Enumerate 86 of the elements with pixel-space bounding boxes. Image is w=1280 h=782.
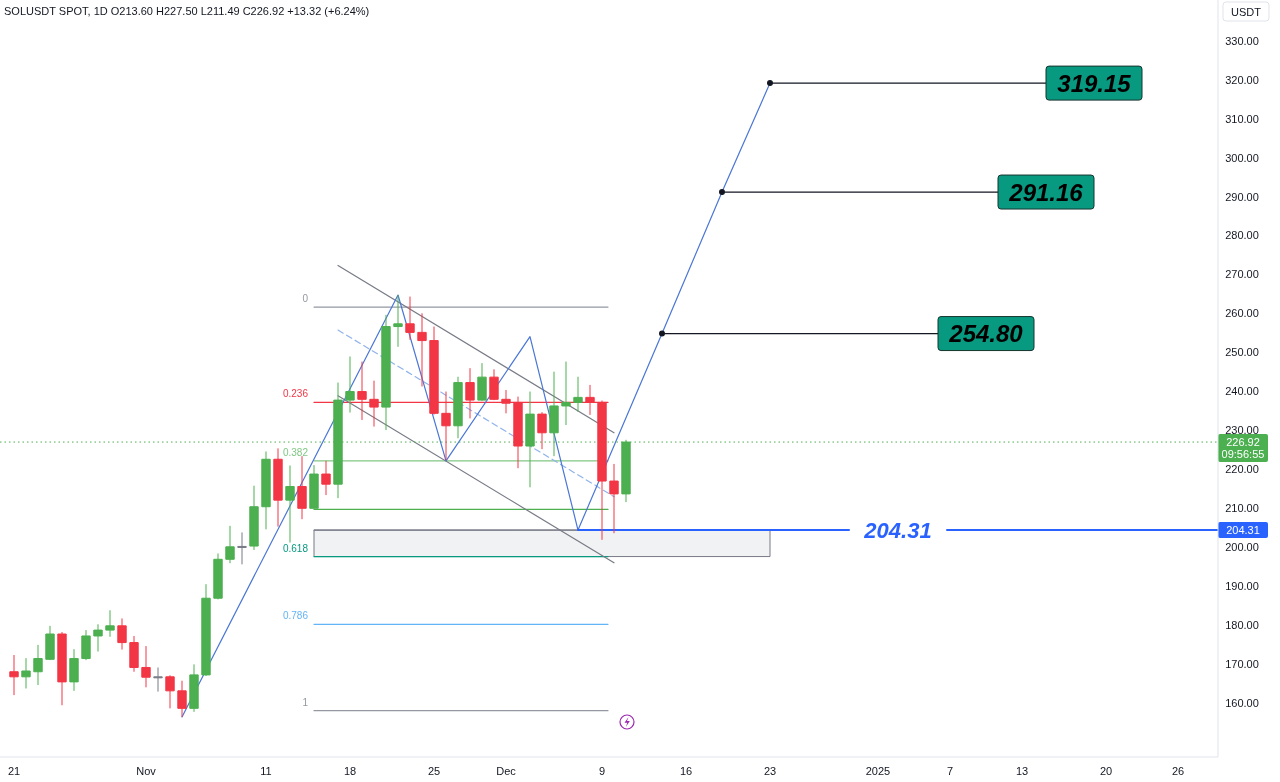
candlestick	[285, 464, 295, 544]
candlestick	[177, 680, 187, 718]
candlestick	[189, 663, 199, 713]
y-tick-label: 320.00	[1225, 73, 1259, 86]
x-tick-label: 7	[946, 765, 954, 777]
y-tick-label: 190.00	[1225, 579, 1259, 592]
candlestick	[57, 631, 67, 706]
candlestick	[213, 552, 223, 600]
candlestick	[45, 625, 55, 661]
series-label: 204.31	[863, 517, 932, 543]
candlestick	[489, 368, 499, 401]
ref-line-label: 226.92	[1226, 436, 1260, 449]
candlestick	[9, 654, 19, 696]
y-axis-title: USDT	[1231, 5, 1262, 18]
candlestick	[105, 609, 115, 638]
y-tick-label: 220.00	[1225, 462, 1259, 475]
data-label: 254.80	[948, 320, 1024, 348]
candlestick	[537, 411, 547, 450]
y-tick-label: 210.00	[1225, 501, 1259, 514]
candlestick	[153, 666, 163, 693]
x-tick-label: 13	[1015, 765, 1029, 777]
y-tick-label: 170.00	[1225, 657, 1259, 670]
x-tick-label: 18	[343, 765, 357, 777]
x-tick-label: 16	[679, 765, 693, 777]
x-tick-label: 9	[598, 765, 606, 777]
candlestick	[141, 645, 151, 688]
candlestick	[261, 450, 271, 530]
candlestick	[201, 583, 211, 677]
series-label: 0.618	[282, 542, 309, 554]
candlestick	[21, 657, 31, 689]
series-label: 1	[302, 696, 309, 708]
candlestick	[237, 531, 247, 565]
candlestick	[561, 361, 571, 426]
candlestick	[573, 376, 583, 413]
candlestick	[225, 525, 235, 564]
x-tick-label: 2025	[865, 765, 891, 777]
candlestick	[117, 617, 127, 651]
candlestick	[249, 485, 259, 551]
y-tick-label: 260.00	[1225, 307, 1259, 320]
y-tick-label: 160.00	[1225, 696, 1259, 709]
candlestick	[477, 362, 487, 402]
candlestick	[609, 463, 619, 534]
x-tick-label: 25	[427, 765, 441, 777]
x-tick-label: Dec	[496, 765, 517, 777]
series-label: 0.236	[282, 388, 309, 400]
candlestick	[321, 460, 331, 496]
candlestick	[81, 629, 91, 661]
y-tick-label: 300.00	[1225, 151, 1259, 164]
candlestick	[345, 356, 355, 414]
y-tick-label: 230.00	[1225, 424, 1259, 437]
text: 09:56:55	[1221, 448, 1265, 461]
series-label: 0.786	[282, 610, 309, 622]
candlestick	[273, 447, 283, 528]
candlestick	[33, 644, 43, 686]
candlestick	[405, 296, 415, 341]
y-tick-label: 290.00	[1225, 190, 1259, 203]
x-tick-label: 26	[1171, 765, 1185, 777]
y-tick-label: 310.00	[1225, 112, 1259, 125]
x-tick-label: 20	[1099, 765, 1113, 777]
y-tick-label: 270.00	[1225, 268, 1259, 281]
candlestick	[453, 376, 463, 439]
y-tick-label: 250.00	[1225, 346, 1259, 359]
data-label: 291.16	[1008, 178, 1084, 206]
y-tick-label: 200.00	[1225, 540, 1259, 553]
candlestick	[129, 635, 139, 673]
candlestick	[393, 294, 403, 348]
y-tick-label: 180.00	[1225, 618, 1259, 631]
x-tick-label: 23	[763, 765, 777, 777]
series-label: 0.382	[282, 446, 309, 458]
candlestick	[549, 371, 559, 457]
y-tick-label: 240.00	[1225, 385, 1259, 398]
candlestick	[69, 648, 79, 692]
y-tick-label: 280.00	[1225, 229, 1259, 242]
candlestick	[93, 623, 103, 653]
candlestick	[381, 314, 391, 431]
y-tick-label: 330.00	[1225, 34, 1259, 47]
candlestick	[417, 312, 427, 387]
chart-title: SOLUSDT SPOT, 1D O213.60 H227.50 L211.49 C226.92 +13.32 (+6.24%)	[4, 5, 370, 17]
x-tick-label: 21	[7, 765, 21, 777]
data-label: 204.31	[1226, 524, 1260, 537]
series-label: 0	[302, 293, 309, 305]
candlestick	[297, 455, 307, 520]
x-tick-label: 11	[260, 765, 272, 777]
data-label: 319.15	[1057, 69, 1132, 97]
x-tick-label: Nov	[136, 765, 157, 777]
candlestick	[165, 674, 175, 709]
